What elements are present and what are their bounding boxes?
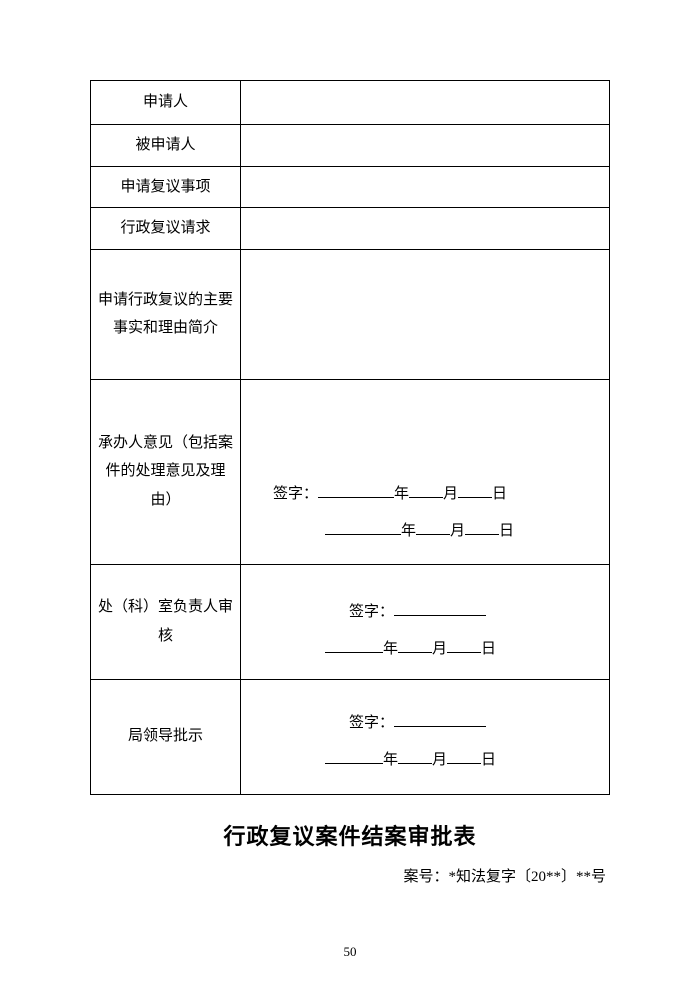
year-label: 年 — [383, 641, 398, 657]
value-applicant — [241, 81, 610, 125]
page-title: 行政复议案件结案审批表 — [90, 819, 610, 851]
label-facts: 申请行政复议的主要事实和理由简介 — [91, 249, 241, 379]
value-office: 签字： 年 月 日 — [241, 564, 610, 679]
table-row: 行政复议请求 — [91, 208, 610, 250]
table-row: 被申请人 — [91, 125, 610, 167]
day-label: 日 — [499, 523, 514, 539]
month-label: 月 — [432, 641, 447, 657]
table-row: 局领导批示 签字： 年 月 日 — [91, 679, 610, 794]
date-line: 年月日 — [325, 515, 595, 548]
label-office: 处（科）室负责人审核 — [91, 564, 241, 679]
label-matters: 申请复议事项 — [91, 166, 241, 208]
value-respondent — [241, 125, 610, 167]
date-line: 年月日 — [325, 633, 595, 666]
case-number: 案号：*知法复字〔20**〕**号 — [90, 865, 610, 886]
day-label: 日 — [492, 486, 507, 502]
year-label: 年 — [401, 523, 416, 539]
value-handler: 签字：年月日 年月日 — [241, 379, 610, 564]
label-leader: 局领导批示 — [91, 679, 241, 794]
table-row: 申请人 — [91, 81, 610, 125]
value-request — [241, 208, 610, 250]
table-row: 承办人意见（包括案件的处理意见及理由） 签字：年月日 年月日 — [91, 379, 610, 564]
day-label: 日 — [481, 641, 496, 657]
month-label: 月 — [432, 752, 447, 768]
signature-line: 签字： — [349, 596, 595, 629]
day-label: 日 — [481, 752, 496, 768]
value-facts — [241, 249, 610, 379]
table-row: 处（科）室负责人审核 签字： 年 月 日 — [91, 564, 610, 679]
approval-form-table: 申请人 被申请人 申请复议事项 行政复议请求 申请行政复议的主要事实和理由简介 … — [90, 80, 610, 795]
table-row: 申请复议事项 — [91, 166, 610, 208]
signature-label: 签字： — [349, 715, 394, 731]
year-label: 年 — [383, 752, 398, 768]
signature-label: 签字： — [349, 604, 394, 620]
month-label: 月 — [443, 486, 458, 502]
value-matters — [241, 166, 610, 208]
year-label: 年 — [394, 486, 409, 502]
label-respondent: 被申请人 — [91, 125, 241, 167]
table-row: 申请行政复议的主要事实和理由简介 — [91, 249, 610, 379]
date-line: 年月日 — [325, 744, 595, 777]
signature-line: 签字： 年 月 日 — [273, 478, 595, 511]
value-leader: 签字： 年 月 日 — [241, 679, 610, 794]
signature-line: 签字： — [349, 707, 595, 740]
page-number: 50 — [0, 944, 700, 960]
month-label: 月 — [450, 523, 465, 539]
signature-label: 签字： — [273, 486, 318, 502]
label-applicant: 申请人 — [91, 81, 241, 125]
label-handler: 承办人意见（包括案件的处理意见及理由） — [91, 379, 241, 564]
label-request: 行政复议请求 — [91, 208, 241, 250]
